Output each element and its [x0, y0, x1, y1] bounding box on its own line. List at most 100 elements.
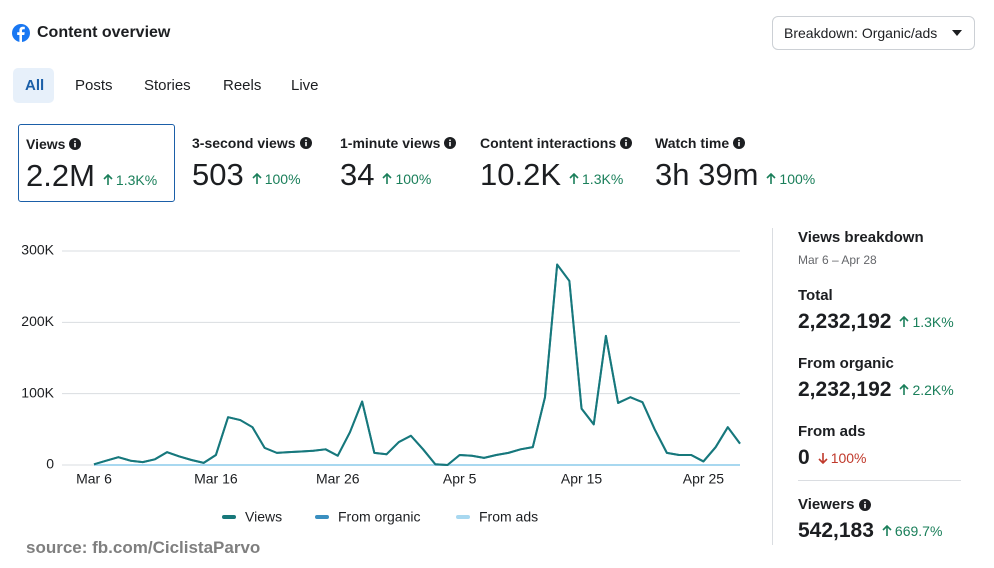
breakdown-label-row: From ads	[798, 423, 867, 440]
metric-value-row: 2.2M 1.3K%	[26, 158, 167, 194]
metric-card[interactable]: Watch time 3h 39m 100%	[648, 124, 838, 202]
tab[interactable]: Live	[291, 77, 319, 94]
x-tick-label: Apr 5	[443, 471, 477, 487]
info-dot	[625, 139, 628, 142]
metric-card[interactable]: 3-second views 503 100%	[185, 124, 325, 202]
info-icon	[620, 137, 633, 149]
change-arrow	[766, 173, 776, 184]
dropdown-caret	[952, 30, 962, 36]
facebook-logo	[12, 24, 30, 42]
tab[interactable]: Reels	[223, 77, 262, 94]
breakdown-title: Views breakdown	[798, 229, 924, 246]
metric-label: Views	[26, 136, 66, 152]
line-series	[93, 263, 741, 466]
legend-swatch	[456, 515, 470, 519]
y-tick-label: 0	[46, 456, 54, 472]
metric-value: 3h 39m	[655, 157, 759, 192]
breakdown-range: Mar 6 – Apr 28	[798, 253, 877, 267]
metric-value-row: 10.2K 1.3K%	[480, 157, 634, 193]
metric-label-row: Content interactions	[480, 135, 634, 151]
change-arrow	[899, 316, 910, 327]
legend-label: Views	[245, 509, 282, 525]
change-arrow	[818, 453, 828, 464]
metric-label-row: 1-minute views	[340, 135, 458, 151]
change-text: 669.7%	[894, 523, 943, 539]
info-icon	[444, 137, 457, 149]
breakdown-value-row: 2,232,192 1.3K%	[798, 310, 954, 334]
separator	[798, 480, 961, 481]
change-arrow	[382, 173, 393, 184]
metric-card[interactable]: Views 2.2M 1.3K%	[18, 124, 175, 202]
breakdown-item: From ads 0 100%	[798, 423, 867, 470]
info-stem	[449, 142, 452, 147]
change-arrow	[882, 525, 892, 536]
info-dot	[304, 139, 307, 142]
breakdown-value: 2,232,192	[798, 378, 892, 401]
arrow-shape	[818, 453, 828, 464]
metric-label-row: Watch time	[655, 135, 831, 151]
info-dot	[74, 140, 77, 143]
breakdown-value: 2,232,192	[798, 310, 892, 333]
x-tick-label: Apr 15	[561, 471, 602, 487]
breakdown-item: Viewers 542,183 669.7%	[798, 496, 942, 543]
breakdown-value-row: 0 100%	[798, 446, 867, 470]
metric-value: 503	[192, 157, 244, 192]
change-arrow	[252, 173, 262, 184]
breakdown-dropdown[interactable]: Breakdown: Organic/ads	[772, 16, 975, 50]
breakdown-value-row: 542,183 669.7%	[798, 519, 942, 543]
info-stem	[74, 143, 77, 148]
metric-label: Watch time	[655, 135, 730, 151]
metric-change: 1.3K%	[569, 171, 623, 187]
breakdown-label: From organic	[798, 355, 894, 372]
breakdown-value: 0	[798, 446, 810, 469]
tab[interactable]: Posts	[75, 77, 113, 94]
divider	[772, 228, 773, 545]
arrow-shape	[899, 384, 910, 395]
metric-value-row: 34 100%	[340, 157, 458, 193]
breakdown-item: From organic 2,232,192 2.2K%	[798, 355, 954, 402]
metric-change: 100%	[382, 171, 431, 187]
info-stem	[738, 142, 740, 147]
info-dot	[864, 500, 867, 503]
metric-card[interactable]: 1-minute views 34 100%	[333, 124, 465, 202]
metric-change: 1.3K%	[103, 172, 157, 188]
change-text: 100%	[830, 450, 867, 466]
breakdown-label-row: Total	[798, 287, 954, 304]
breakdown-change: 669.7%	[882, 523, 942, 539]
change-arrow	[899, 384, 910, 395]
legend-swatch	[315, 515, 329, 519]
breakdown-label-row: Viewers	[798, 496, 942, 513]
change-text: 100%	[395, 171, 432, 187]
x-tick-label: Mar 6	[76, 471, 112, 487]
page-title: Content overview	[37, 24, 171, 41]
legend-label: From ads	[479, 509, 538, 525]
source-note: source: fb.com/CiclistaParvo	[26, 538, 261, 557]
metric-value: 2.2M	[26, 158, 95, 193]
breakdown-value: 542,183	[798, 519, 874, 542]
arrow-shape	[899, 316, 910, 327]
metric-value-row: 3h 39m 100%	[655, 157, 831, 193]
metric-label-row: 3-second views	[192, 135, 318, 151]
info-dot	[738, 139, 741, 142]
tab[interactable]: All	[25, 77, 45, 94]
change-text: 2.2K%	[912, 382, 954, 398]
info-stem	[304, 142, 307, 147]
change-text: 1.3K%	[912, 314, 954, 330]
arrow-shape	[382, 173, 393, 184]
change-text: 1.3K%	[582, 171, 624, 187]
breakdown-change: 2.2K%	[899, 382, 954, 398]
arrow-shape	[252, 173, 262, 184]
info-icon	[733, 137, 746, 149]
legend-label: From organic	[338, 509, 420, 525]
breakdown-change: 100%	[818, 450, 867, 466]
metric-label: 3-second views	[192, 135, 296, 151]
x-tick-label: Mar 16	[194, 471, 238, 487]
y-tick-label: 200K	[21, 313, 54, 329]
info-stem	[625, 142, 627, 147]
metric-card[interactable]: Content interactions 10.2K 1.3K%	[473, 124, 641, 202]
x-tick-label: Apr 25	[683, 471, 724, 487]
metric-label-row: Views	[26, 136, 167, 152]
tab[interactable]: Stories	[144, 77, 191, 94]
y-tick-label: 100K	[21, 384, 54, 400]
